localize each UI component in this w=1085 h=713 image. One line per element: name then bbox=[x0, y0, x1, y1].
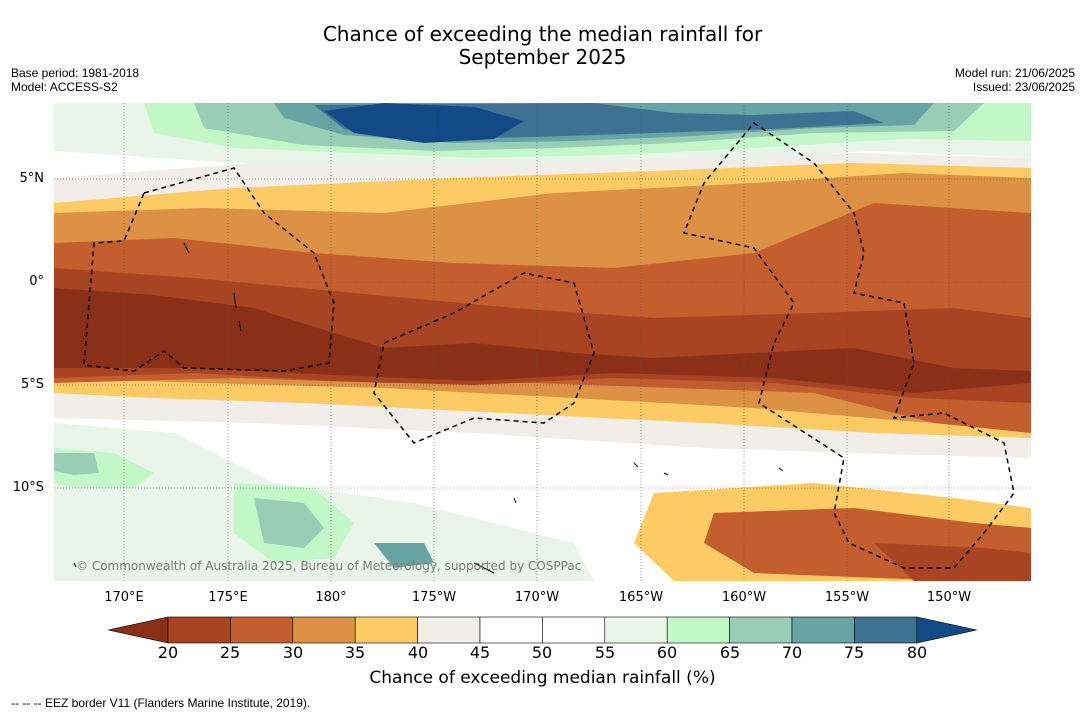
colorbar-cell-5 bbox=[417, 616, 481, 644]
copyright-text: © Commonwealth of Australia 2025, Bureau… bbox=[76, 559, 582, 573]
eez-borders bbox=[83, 122, 1015, 569]
colorbar-cell-7 bbox=[542, 616, 606, 644]
lon-label-180: 180° bbox=[315, 590, 347, 605]
lon-label-165w: 165°W bbox=[618, 590, 664, 605]
model-name: Model: ACCESS-S2 bbox=[11, 80, 118, 94]
colorbar-tick-20: 20 bbox=[157, 643, 179, 662]
colorbar-extension-low bbox=[107, 616, 169, 644]
eez-legend-note: -- -- -- EEZ border V11 (Flanders Marine… bbox=[11, 696, 311, 710]
colorbar-cell-9 bbox=[666, 616, 730, 644]
south-wet-70 bbox=[254, 498, 324, 548]
colorbar-cell-6 bbox=[479, 616, 543, 644]
colorbar-tick-60: 60 bbox=[656, 643, 678, 662]
south-wet-75 bbox=[374, 543, 434, 568]
model-run: Model run: 21/06/2025 bbox=[954, 66, 1075, 80]
colorbar-extension-high bbox=[916, 616, 977, 644]
colorbar-cell-4 bbox=[354, 616, 418, 644]
colorbar-cell-10 bbox=[729, 616, 793, 644]
rainfall-map bbox=[54, 103, 1031, 581]
lon-label-170w: 170°W bbox=[514, 590, 560, 605]
colorbar-tick-35: 35 bbox=[344, 643, 366, 662]
colorbar-svg bbox=[107, 616, 977, 644]
colorbar-label: Chance of exceeding median rainfall (%) bbox=[369, 668, 716, 688]
north-band-max bbox=[324, 103, 524, 143]
colorbar-cell-8 bbox=[604, 616, 668, 644]
eez-border-east bbox=[682, 122, 1015, 569]
colorbar-cell-3 bbox=[292, 616, 356, 644]
eez-border-central bbox=[373, 272, 595, 444]
colorbar-cell-2 bbox=[230, 616, 294, 644]
colorbar-tick-70: 70 bbox=[781, 643, 803, 662]
colorbar-tick-50: 50 bbox=[531, 643, 553, 662]
colorbar-tick-55: 55 bbox=[594, 643, 616, 662]
south-dry-25 bbox=[874, 543, 1031, 581]
colorbar-tick-80: 80 bbox=[906, 643, 928, 662]
colorbar-tick-45: 45 bbox=[469, 643, 491, 662]
colorbar-cell-12 bbox=[854, 616, 918, 644]
dry-band-20 bbox=[54, 288, 1031, 393]
map-title-line2: September 2025 bbox=[458, 45, 627, 69]
colorbar-cell-1 bbox=[167, 616, 231, 644]
map-title-line1: Chance of exceeding the median rainfall … bbox=[322, 22, 763, 46]
lat-label-5s: 5°S bbox=[20, 377, 44, 392]
colorbar-tick-65: 65 bbox=[719, 643, 741, 662]
colorbar-tick-40: 40 bbox=[407, 643, 429, 662]
lat-label-0: 0° bbox=[29, 274, 44, 289]
colorbar-tick-30: 30 bbox=[282, 643, 304, 662]
lon-label-175e: 175°E bbox=[208, 590, 248, 605]
islands bbox=[73, 242, 784, 574]
lon-label-155w: 155°W bbox=[824, 590, 870, 605]
lat-label-5n: 5°N bbox=[19, 171, 45, 186]
rainfall-map-svg bbox=[54, 103, 1031, 581]
lon-label-175w: 175°W bbox=[411, 590, 457, 605]
eez-border-west bbox=[83, 167, 335, 372]
meta-right: Model run: 21/06/2025 Issued: 23/06/2025 bbox=[955, 66, 1075, 94]
south-wet-70b bbox=[54, 453, 99, 475]
lon-label-150w: 150°W bbox=[926, 590, 972, 605]
colorbar-tick-75: 75 bbox=[843, 643, 865, 662]
colorbar bbox=[107, 616, 978, 648]
base-period: Base period: 1981-2018 bbox=[11, 66, 140, 80]
colorbar-tick-25: 25 bbox=[219, 643, 241, 662]
issued-date: Issued: 23/06/2025 bbox=[972, 80, 1075, 94]
colorbar-cells bbox=[107, 616, 977, 644]
lat-label-10s: 10°S bbox=[12, 480, 44, 495]
lon-label-170e: 170°E bbox=[104, 590, 144, 605]
graticule bbox=[54, 103, 1031, 581]
colorbar-cell-11 bbox=[791, 616, 855, 644]
meta-left: Base period: 1981-2018 Model: ACCESS-S2 bbox=[11, 66, 139, 94]
lon-label-160w: 160°W bbox=[721, 590, 767, 605]
